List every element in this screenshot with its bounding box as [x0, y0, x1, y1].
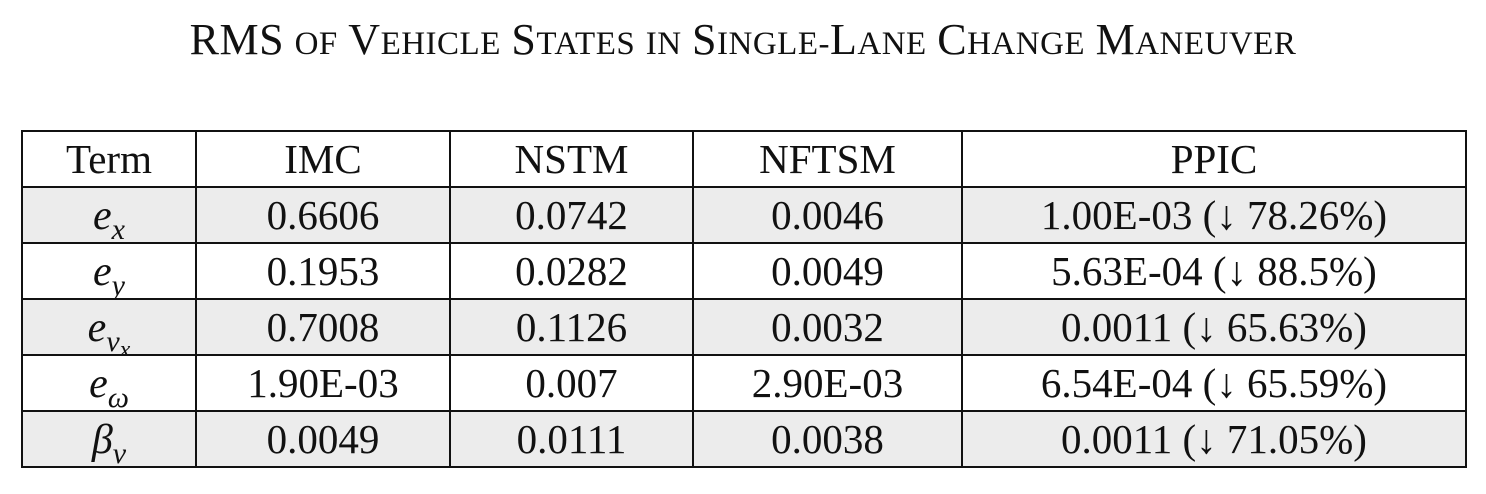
term-base: e: [93, 192, 112, 239]
cell-ppic: 0.0011 (↓ 71.05%): [961, 410, 1467, 468]
caption-word-states-rest: tates: [536, 26, 636, 62]
cell-imc: 0.0049: [195, 410, 451, 468]
header-nstm: NSTM: [449, 130, 694, 188]
table-row: ex 0.6606 0.0742 0.0046 1.00E-03 (↓ 78.26%): [21, 186, 1467, 244]
caption-word-single-initial: S: [692, 15, 718, 64]
rms-results-table: Term IMC NSTM NFTSM PPIC ex 0.6606 0.0742 0…: [21, 130, 1467, 468]
cell-term: eω: [21, 354, 197, 412]
caption-word-lane-rest: ane: [857, 26, 927, 62]
term-sub-subscript: x: [119, 336, 131, 355]
cell-nstm: 0.007: [449, 354, 694, 412]
cell-nftsm: 2.90E-03: [692, 354, 963, 412]
term-symbol: ex: [93, 192, 125, 242]
table-row: eω 1.90E-03 0.007 2.90E-03 6.54E-04 (↓ 65.59…: [21, 354, 1467, 412]
caption-word-of: of: [294, 26, 338, 62]
cell-ppic: 1.00E-03 (↓ 78.26%): [961, 186, 1467, 244]
term-symbol: evx: [87, 304, 131, 354]
cell-nstm: 0.0742: [449, 186, 694, 244]
term-subscript: y: [111, 268, 125, 299]
cell-imc: 1.90E-03: [195, 354, 451, 412]
table-row: evx 0.7008 0.1126 0.0032 0.0011 (↓ 65.63%): [21, 298, 1467, 356]
caption-word-states-initial: S: [511, 15, 537, 64]
caption-word-change-initial: C: [937, 15, 968, 64]
table-caption: RMS of Vehicle States in Single-Lane Cha…: [0, 14, 1486, 65]
cell-term: ey: [21, 242, 197, 300]
caption-word-in: in: [645, 26, 682, 62]
header-ppic: PPIC: [961, 130, 1467, 188]
cell-nftsm: 0.0032: [692, 298, 963, 356]
term-base: e: [89, 360, 108, 407]
cell-imc: 0.7008: [195, 298, 451, 356]
cell-ppic: 6.54E-04 (↓ 65.59%): [961, 354, 1467, 412]
term-subscript: v: [106, 324, 120, 355]
table-row: βv 0.0049 0.0111 0.0038 0.0011 (↓ 71.05%): [21, 410, 1467, 468]
cell-term: βv: [21, 410, 197, 468]
term-base: e: [87, 304, 107, 351]
cell-term: ex: [21, 186, 197, 244]
cell-term: evx: [21, 298, 197, 356]
term-base: e: [93, 248, 112, 295]
term-base: β: [91, 416, 113, 463]
header-imc: IMC: [195, 130, 451, 188]
cell-imc: 0.6606: [195, 186, 451, 244]
caption-word-vehicle-initial: V: [348, 15, 381, 64]
caption-word-change-rest: hange: [967, 26, 1086, 62]
cell-nftsm: 0.0038: [692, 410, 963, 468]
caption-word-maneuver-rest: aneuver: [1135, 26, 1297, 62]
term-symbol: ey: [93, 248, 125, 298]
caption-word-vehicle-rest: ehicle: [380, 26, 501, 62]
term-subscript: ω: [107, 380, 129, 411]
term-symbol: eω: [89, 360, 129, 410]
cell-ppic: 5.63E-04 (↓ 88.5%): [961, 242, 1467, 300]
caption-word-lane-initial: L: [830, 15, 858, 64]
term-subscript: v: [112, 436, 127, 467]
cell-ppic: 0.0011 (↓ 65.63%): [961, 298, 1467, 356]
table-header-row: Term IMC NSTM NFTSM PPIC: [21, 130, 1467, 188]
caption-word-maneuver-initial: M: [1095, 15, 1136, 64]
cell-nstm: 0.1126: [449, 298, 694, 356]
cell-nftsm: 0.0049: [692, 242, 963, 300]
header-nftsm: NFTSM: [692, 130, 963, 188]
cell-nftsm: 0.0046: [692, 186, 963, 244]
table-row: ey 0.1953 0.0282 0.0049 5.63E-04 (↓ 88.5%): [21, 242, 1467, 300]
caption-word-rms: RMS: [189, 15, 285, 64]
caption-word-single-rest: ingle-: [717, 26, 830, 62]
header-term: Term: [21, 130, 197, 188]
cell-nstm: 0.0111: [449, 410, 694, 468]
term-subscript: x: [111, 212, 125, 243]
cell-nstm: 0.0282: [449, 242, 694, 300]
cell-imc: 0.1953: [195, 242, 451, 300]
term-symbol: βv: [91, 416, 126, 466]
